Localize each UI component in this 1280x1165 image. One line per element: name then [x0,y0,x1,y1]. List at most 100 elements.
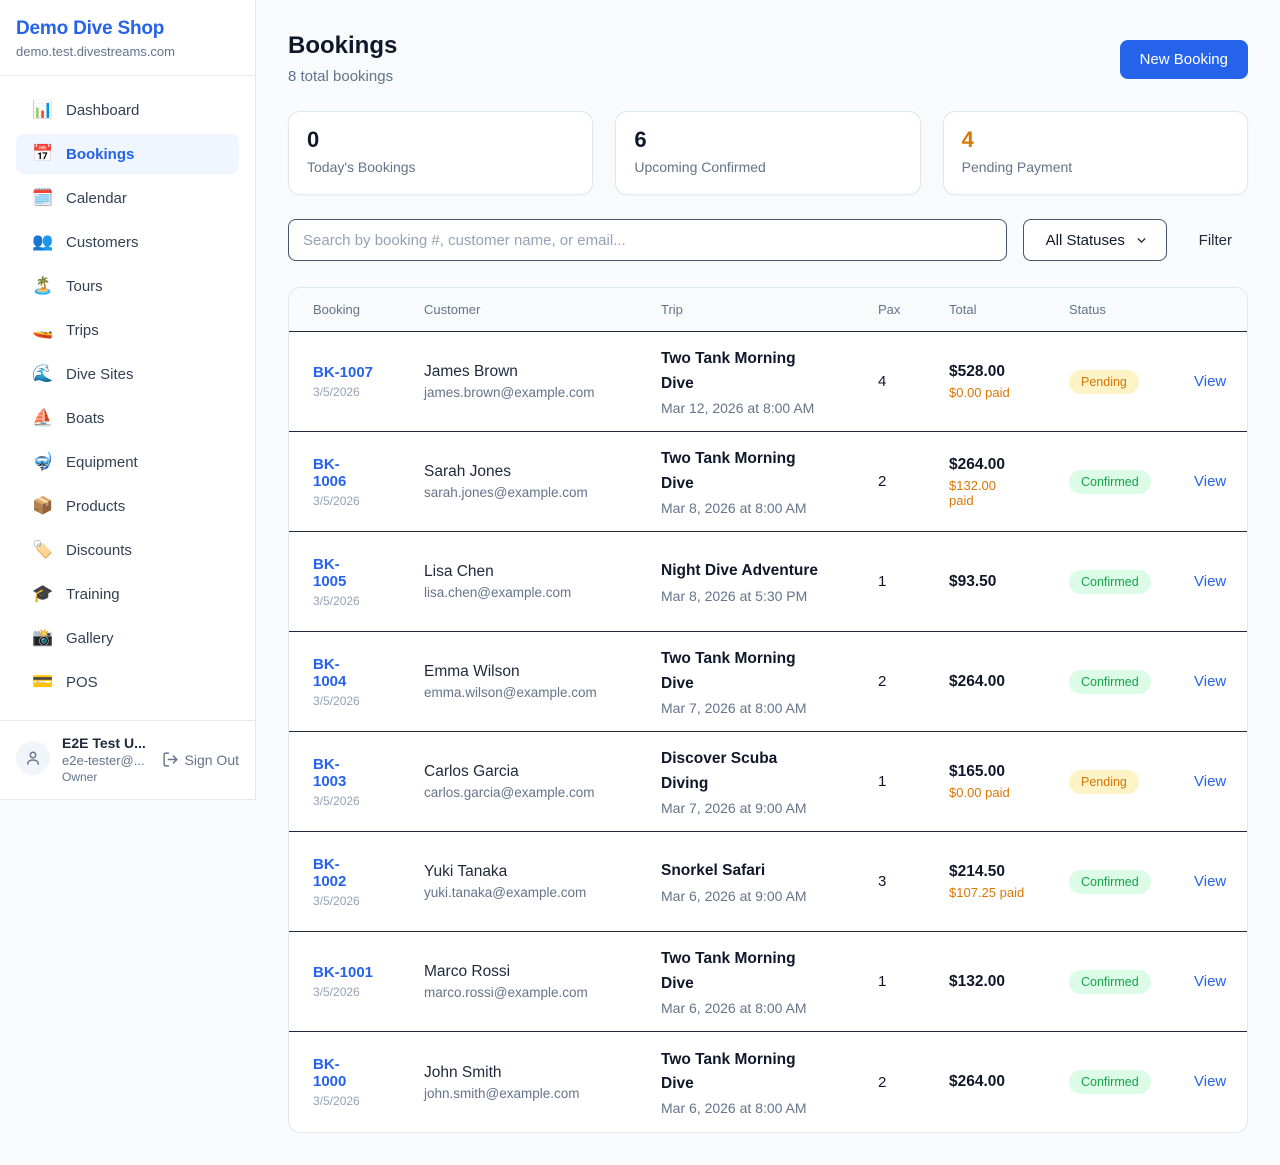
view-link[interactable]: View [1194,1073,1227,1090]
page-title: Bookings [288,32,398,59]
customer-name: Carlos Garcia [424,763,519,780]
view-link[interactable]: View [1194,772,1227,790]
sidebar-item-tours[interactable]: 🏝️ Tours [16,266,239,306]
total-cell: $528.00 $0.00 paid [949,363,1069,400]
stat-value: 0 [307,127,320,152]
stat-card-pending-payment: 4 Pending Payment [942,111,1248,195]
calendar-icon: 🗓️ [32,188,54,207]
trip-name: Two Tank Morning Dive [661,350,796,392]
total-cell: $93.50 [949,573,1069,591]
stat-card-todays-bookings: 0 Today's Bookings [288,111,594,195]
trip-datetime: Mar 8, 2026 at 5:30 PM [661,587,808,604]
booking-number-link[interactable]: BK-1001 [313,964,374,981]
status-badge: Confirmed [1069,869,1151,894]
status-cell: Confirmed [1069,669,1194,694]
booking-number-link[interactable]: BK- 1000 [313,1056,347,1090]
sidebar-item-calendar[interactable]: 🗓️ Calendar [16,178,239,218]
sidebar-item-bookings[interactable]: 📅 Bookings [16,134,239,174]
booking-number-link[interactable]: BK-1007 [313,364,374,381]
discounts-icon: 🏷️ [32,540,54,559]
filter-button[interactable]: Filter [1183,232,1248,249]
total-amount: $165.00 [949,763,1006,780]
main-content: Bookings 8 total bookings New Booking 0 … [256,0,1280,1165]
booking-date: 3/5/2026 [313,385,360,399]
actions-cell: View [1194,572,1227,591]
trip-datetime: Mar 6, 2026 at 8:00 AM [661,999,807,1016]
user-avatar [16,741,50,775]
booking-number-link[interactable]: BK- 1004 [313,655,347,690]
gallery-icon: 📸 [32,628,54,647]
trip-name: Two Tank Morning Dive [661,450,796,492]
total-amount: $132.00 [949,972,1006,990]
shop-domain: demo.test.divestreams.com [16,44,175,59]
stat-value: 4 [961,127,974,152]
booking-number-link[interactable]: BK- 1005 [313,555,347,590]
sidebar-item-label: Gallery [66,629,114,647]
customer-email: marco.rossi@example.com [424,985,588,1000]
total-amount: $93.50 [949,572,997,590]
column-header-customer: Customer [424,302,481,317]
booking-cell: BK-1007 3/5/2026 [313,364,424,399]
booking-number-link[interactable]: BK- 1003 [313,755,347,790]
sidebar-item-gallery[interactable]: 📸 Gallery [16,618,239,658]
status-cell: Confirmed [1069,969,1194,994]
view-link[interactable]: View [1194,372,1227,390]
trip-datetime: Mar 6, 2026 at 9:00 AM [661,887,807,904]
trip-name: Two Tank Morning Dive [661,650,796,692]
booking-number-link[interactable]: BK- 1006 [313,455,347,490]
column-header-total: Total [949,302,977,317]
bookings-icon: 📅 [32,144,54,163]
booking-date: 3/5/2026 [313,693,360,708]
actions-cell: View [1194,872,1227,891]
customer-email: lisa.chen@example.com [424,585,572,600]
trip-cell: Two Tank Morning Dive Mar 8, 2026 at 8:0… [661,447,878,515]
booking-cell: BK- 1006 3/5/2026 [313,456,424,508]
booking-number-link[interactable]: BK- 1002 [313,855,347,890]
customer-email: emma.wilson@example.com [424,685,597,700]
column-header-pax: Pax [878,302,901,317]
sidebar-item-equipment[interactable]: 🤿 Equipment [16,442,239,482]
actions-cell: View [1194,972,1227,991]
sidebar-item-dashboard[interactable]: 📊 Dashboard [16,90,239,130]
sidebar-item-boats[interactable]: ⛵ Boats [16,398,239,438]
stat-label: Upcoming Confirmed [634,159,766,175]
status-filter-select[interactable]: All Statuses [1022,219,1167,261]
trip-name: Snorkel Safari [661,862,766,880]
search-input[interactable] [288,219,1007,261]
sidebar-item-training[interactable]: 🎓 Training [16,574,239,614]
pax-count: 2 [878,473,887,490]
sidebar-item-customers[interactable]: 👥 Customers [16,222,239,262]
sidebar-item-trips[interactable]: 🚤 Trips [16,310,239,350]
sidebar-item-label: Discounts [66,541,132,559]
sidebar-item-dive-sites[interactable]: 🌊 Dive Sites [16,354,239,394]
trip-cell: Two Tank Morning Dive Mar 7, 2026 at 8:0… [661,647,878,715]
status-cell: Confirmed [1069,1070,1194,1094]
status-badge: Confirmed [1069,669,1151,694]
customer-cell: James Brown james.brown@example.com [424,363,661,400]
sidebar-item-products[interactable]: 📦 Products [16,486,239,526]
status-cell: Confirmed [1069,469,1194,494]
trip-name: Two Tank Morning Dive [661,1050,796,1092]
sidebar-item-discounts[interactable]: 🏷️ Discounts [16,530,239,570]
view-link[interactable]: View [1194,472,1227,490]
new-booking-button[interactable]: New Booking [1119,40,1248,79]
sidebar-item-label: Dashboard [66,101,140,119]
status-cell: Pending [1069,369,1194,394]
sidebar-item-pos[interactable]: 💳 POS [16,662,239,702]
stat-card-upcoming-confirmed: 6 Upcoming Confirmed [615,111,921,195]
total-cell: $214.50 $107.25 paid [949,863,1069,900]
table-body: BK-1007 3/5/2026 James Brown james.brown… [289,332,1247,1132]
customer-name: James Brown [424,363,518,380]
view-link[interactable]: View [1194,672,1227,690]
view-link[interactable]: View [1194,972,1227,990]
view-link[interactable]: View [1194,572,1227,590]
total-cell: $264.00 $132.00 paid [949,456,1069,508]
sidebar-item-label: Customers [66,233,139,251]
sidebar-item-label: Training [66,585,120,603]
boats-icon: ⛵ [32,408,54,427]
sign-out-label: Sign Out [184,751,239,768]
view-link[interactable]: View [1194,872,1227,890]
sign-out-button[interactable]: Sign Out [162,751,239,768]
dive-sites-icon: 🌊 [32,364,54,383]
